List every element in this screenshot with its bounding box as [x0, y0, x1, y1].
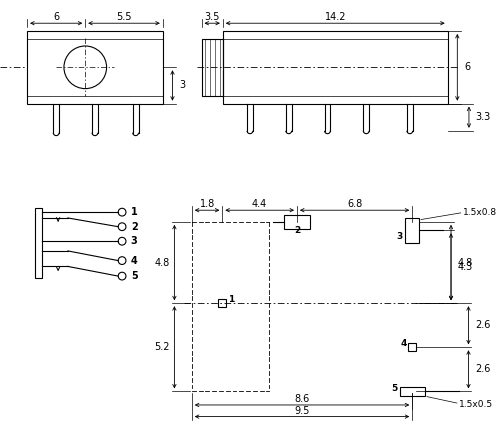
- Text: 2: 2: [294, 226, 300, 235]
- Bar: [223, 31, 448, 104]
- Text: 4.8: 4.8: [154, 257, 170, 267]
- Text: 3.5: 3.5: [204, 13, 220, 23]
- Text: 2.6: 2.6: [475, 320, 490, 330]
- Text: 14.2: 14.2: [324, 13, 346, 23]
- Text: 4: 4: [131, 256, 138, 266]
- Text: 2.6: 2.6: [475, 365, 490, 375]
- Bar: [27, 31, 163, 104]
- Text: 3: 3: [179, 80, 186, 90]
- Text: 6: 6: [53, 13, 60, 23]
- Bar: [218, 299, 226, 307]
- Bar: [400, 387, 425, 396]
- Text: 6.8: 6.8: [347, 199, 362, 209]
- Text: 1.5x0.8: 1.5x0.8: [462, 208, 497, 217]
- Text: 2: 2: [131, 222, 138, 232]
- Text: 4: 4: [400, 339, 406, 348]
- Text: 8.6: 8.6: [294, 394, 310, 404]
- Text: 3: 3: [396, 232, 402, 240]
- Text: 5.5: 5.5: [116, 13, 132, 23]
- Bar: [408, 343, 416, 351]
- Text: 3.3: 3.3: [476, 112, 491, 122]
- Text: 4.4: 4.4: [252, 199, 268, 209]
- Text: 6: 6: [464, 62, 470, 72]
- Text: 4.3: 4.3: [458, 262, 473, 272]
- Bar: [406, 217, 419, 243]
- Text: 1.8: 1.8: [200, 199, 214, 209]
- Text: 1: 1: [131, 207, 138, 217]
- Text: 4.8: 4.8: [458, 257, 473, 267]
- Text: 1.5x0.5: 1.5x0.5: [459, 401, 493, 409]
- Text: 5: 5: [392, 384, 398, 393]
- Text: 5: 5: [131, 271, 138, 281]
- Text: 3: 3: [131, 236, 138, 246]
- Text: 1: 1: [228, 295, 234, 304]
- Bar: [35, 208, 42, 278]
- Text: 5.2: 5.2: [154, 342, 170, 352]
- Bar: [202, 39, 223, 96]
- Text: 9.5: 9.5: [294, 406, 310, 416]
- Bar: [284, 215, 310, 229]
